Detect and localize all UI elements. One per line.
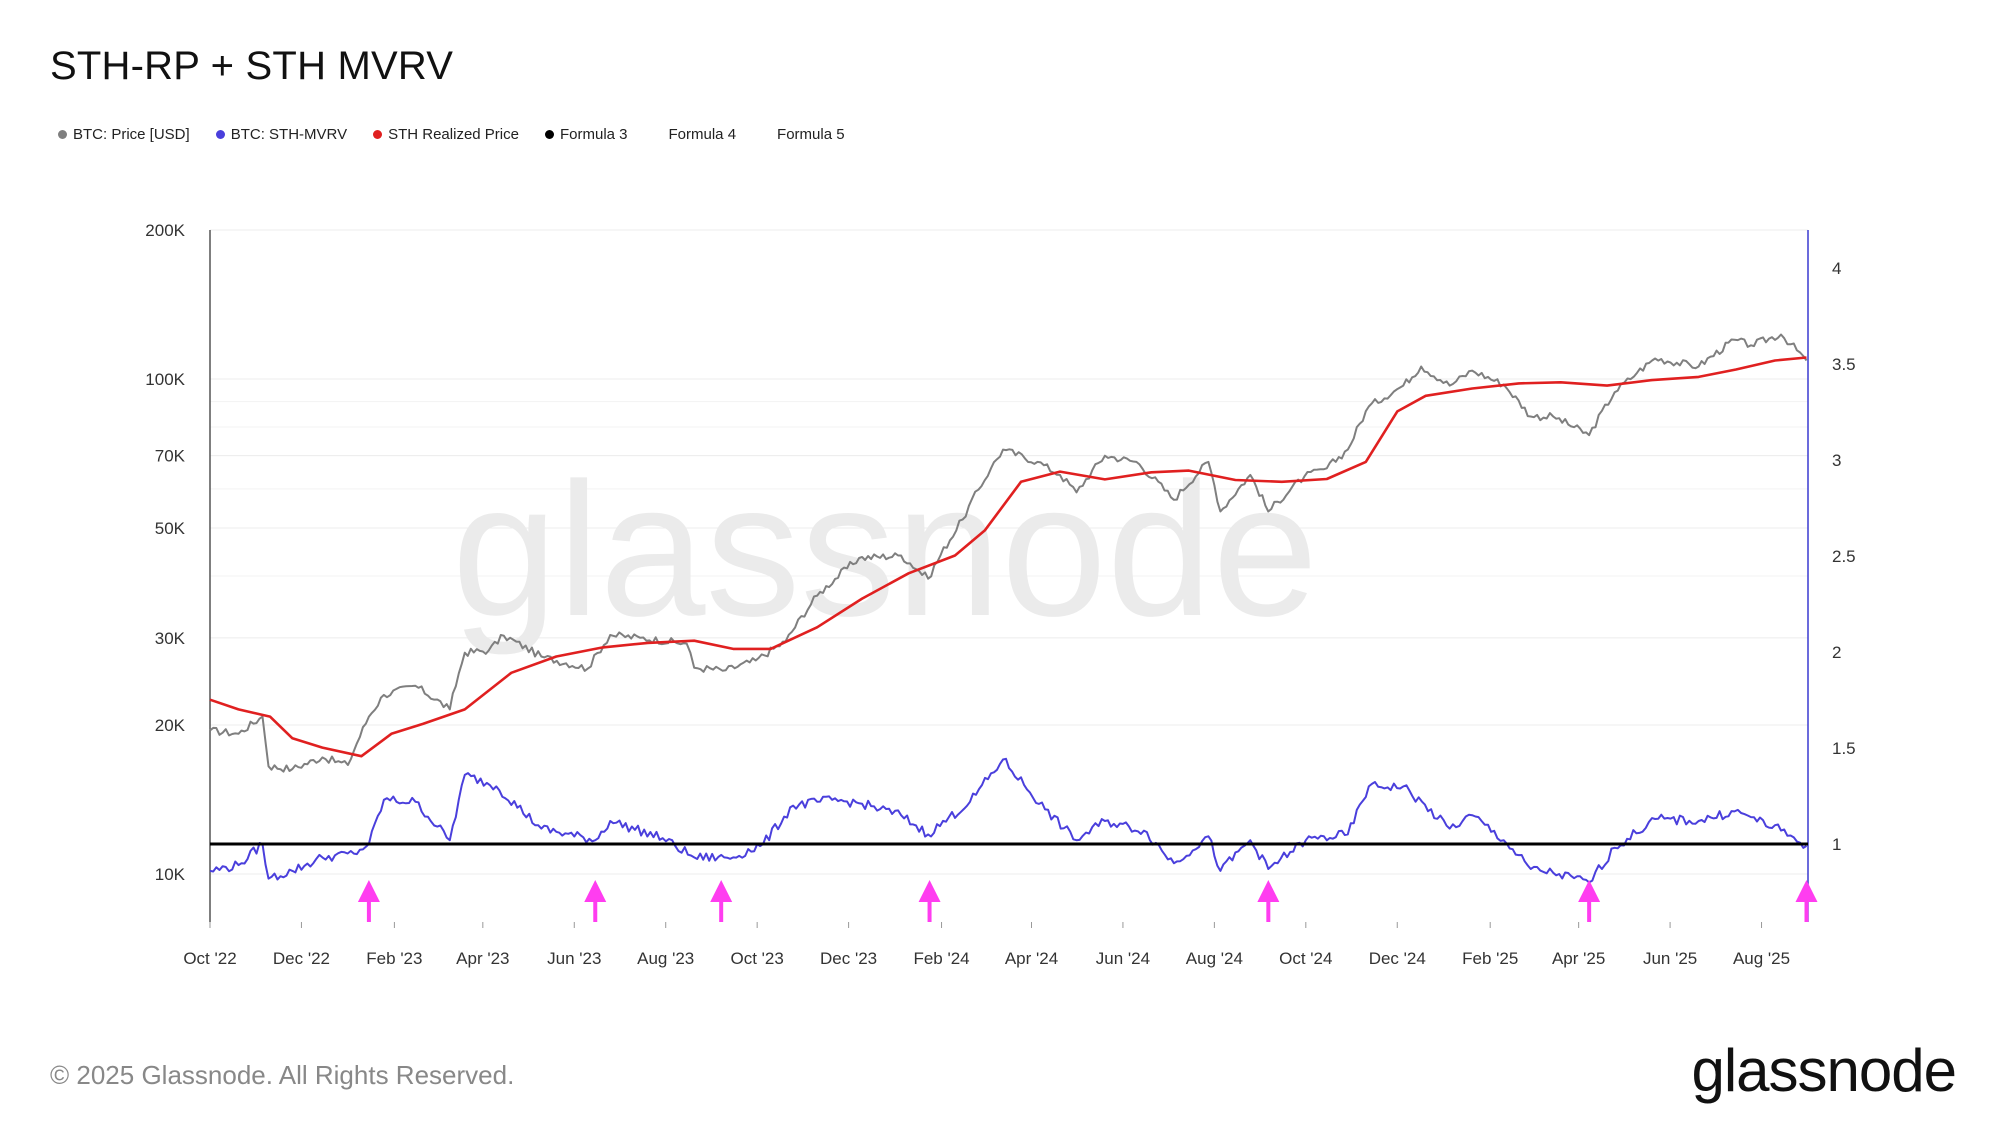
legend-item[interactable]: Formula 4 <box>654 126 737 143</box>
y-left-tick-label: 200K <box>145 221 185 240</box>
ticks: 10K 20K 30K 50K 70K 100K 200K 1 1.5 2 2.5 3 3.5 4 Oct … <box>145 221 1855 968</box>
legend-label: STH Realized Price <box>388 126 519 143</box>
y-left-tick-label: 30K <box>155 629 186 648</box>
series-layer <box>209 333 1808 884</box>
x-tick-label: Aug '25 <box>1733 949 1790 968</box>
y-right-tick-label: 3 <box>1832 451 1841 470</box>
y-right-tick-label: 2 <box>1832 643 1841 662</box>
y-right-tick-label: 3.5 <box>1832 355 1856 374</box>
axes <box>209 230 1809 928</box>
y-left-tick-label: 100K <box>145 370 185 389</box>
legend-marker <box>373 130 383 139</box>
series-line-1 <box>209 356 1807 758</box>
legend-item[interactable]: BTC: Price [USD] <box>58 126 190 143</box>
arrow-marker-head <box>918 880 941 902</box>
x-tick-label: Aug '24 <box>1186 949 1243 968</box>
y-left-tick-label: 70K <box>155 447 186 466</box>
legend-label: BTC: Price [USD] <box>73 126 190 143</box>
legend-item[interactable]: BTC: STH-MVRV <box>215 126 348 143</box>
y-right-tick-label: 1 <box>1832 835 1841 854</box>
arrow-marker-head <box>584 880 607 902</box>
x-tick-label: Jun '25 <box>1643 949 1697 968</box>
x-tick-label: Feb '24 <box>913 949 969 968</box>
page-title: STH-RP + STH MVRV <box>50 44 454 88</box>
x-tick-label: Jun '23 <box>547 949 601 968</box>
arrow-marker-head <box>1578 880 1601 902</box>
legend-marker <box>58 130 67 139</box>
markers <box>357 880 1818 922</box>
legend-item[interactable]: STH Realized Price <box>373 126 519 143</box>
grid <box>210 229 1808 875</box>
legend-item[interactable]: Formula 3 <box>544 126 628 143</box>
legend-label: Formula 5 <box>777 126 845 143</box>
x-tick-label: Apr '23 <box>456 949 509 968</box>
x-tick-label: Dec '23 <box>820 949 877 968</box>
arrow-marker-head <box>357 880 380 902</box>
x-tick-label: Dec '24 <box>1369 949 1426 968</box>
x-tick-label: Apr '24 <box>1005 949 1058 968</box>
x-tick-label: Aug '23 <box>637 949 694 968</box>
x-tick-label: Apr '25 <box>1552 949 1605 968</box>
y-left-tick-label: 10K <box>155 865 186 884</box>
y-right-tick-label: 4 <box>1832 259 1841 278</box>
x-tick-label: Jun '24 <box>1096 949 1150 968</box>
y-left-tick-label: 20K <box>155 716 186 735</box>
y-right-tick-label: 2.5 <box>1832 547 1856 566</box>
x-tick-label: Feb '25 <box>1462 949 1518 968</box>
y-right-tick-label: 1.5 <box>1832 739 1856 758</box>
arrow-marker-head <box>1795 880 1818 902</box>
legend-item[interactable]: Formula 5 <box>762 126 845 143</box>
x-tick-label: Feb '23 <box>366 949 422 968</box>
legend: BTC: Price [USD] BTC: STH-MVRV STH Realize… <box>58 126 845 143</box>
x-tick-label: Oct '22 <box>183 949 236 968</box>
x-tick-label: Oct '23 <box>730 949 783 968</box>
arrow-marker-head <box>1257 880 1280 902</box>
legend-label: Formula 4 <box>668 126 737 143</box>
series-line-0 <box>209 333 1808 773</box>
x-tick-label: Dec '22 <box>273 949 330 968</box>
copyright-footer: © 2025 Glassnode. All Rights Reserved. <box>50 1060 515 1090</box>
legend-label: BTC: STH-MVRV <box>230 126 348 143</box>
legend-marker <box>215 130 225 139</box>
y-left-tick-label: 50K <box>155 519 186 538</box>
glassnode-logo: glassnode <box>1691 1037 1957 1104</box>
legend-marker <box>544 130 554 139</box>
series-line-2 <box>209 757 1808 884</box>
x-tick-label: Oct '24 <box>1279 949 1332 968</box>
legend-label: Formula 3 <box>559 126 628 143</box>
arrow-marker-head <box>710 880 733 902</box>
watermark: glassnode <box>452 444 1318 656</box>
